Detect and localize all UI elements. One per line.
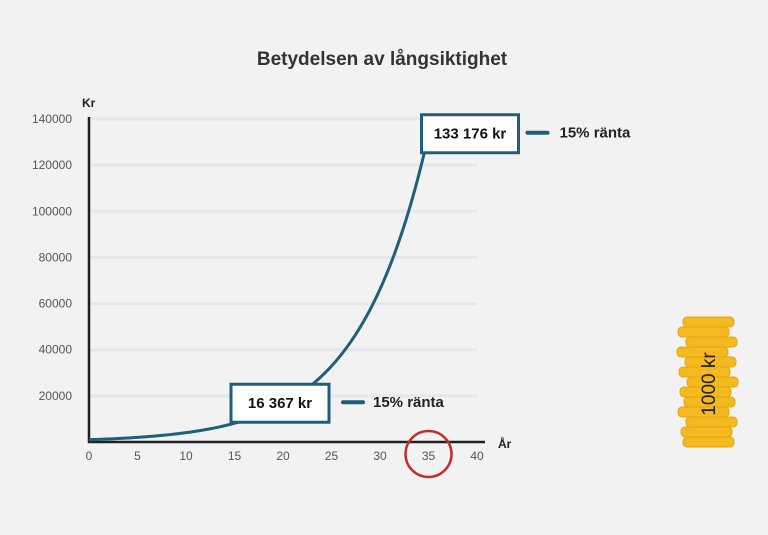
chart-title: Betydelsen av långsiktighet bbox=[257, 49, 508, 70]
coin bbox=[685, 416, 738, 428]
series-name-label: 15% ränta bbox=[560, 125, 632, 142]
callout-value: 16 367 kr bbox=[248, 395, 312, 412]
x-tick-label: 10 bbox=[179, 449, 193, 463]
coin bbox=[685, 336, 738, 348]
x-tick-label: 35 bbox=[422, 449, 436, 463]
y-axis-label: Kr bbox=[82, 96, 96, 110]
coin-stack: 1000 kr bbox=[676, 316, 739, 448]
y-tick-label: 80000 bbox=[39, 250, 73, 264]
coin bbox=[682, 436, 735, 448]
y-tick-label: 140000 bbox=[32, 112, 72, 126]
series-name-label: 15% ränta bbox=[373, 394, 445, 411]
coin bbox=[680, 426, 733, 438]
y-tick-label: 100000 bbox=[32, 204, 72, 218]
callout: 16 367 kr 15% ränta bbox=[229, 382, 445, 424]
x-tick-label: 0 bbox=[86, 449, 93, 463]
y-tick-label: 120000 bbox=[32, 158, 72, 172]
callout: 133 176 kr 15% ränta bbox=[420, 113, 632, 155]
coins bbox=[676, 316, 739, 448]
y-tick-label: 40000 bbox=[39, 343, 73, 357]
coin bbox=[682, 316, 735, 328]
annotations: 16 367 kr 15% ränta 133 176 kr 15% ränta bbox=[229, 113, 632, 424]
x-tick-label: 20 bbox=[276, 449, 290, 463]
callout-box bbox=[420, 113, 520, 155]
y-axis-ticks: 20000 40000 60000 80000 100000 120000 140000 bbox=[32, 112, 72, 403]
x-tick-label: 30 bbox=[373, 449, 387, 463]
grid bbox=[89, 117, 477, 398]
x-axis-ticks: 0 5 10 15 20 25 30 35 40 bbox=[86, 449, 484, 463]
callout-value: 133 176 kr bbox=[434, 126, 507, 143]
y-tick-label: 60000 bbox=[39, 297, 73, 311]
coin bbox=[677, 326, 730, 338]
highlight-circle bbox=[404, 429, 453, 479]
x-tick-label: 5 bbox=[134, 449, 141, 463]
coin-stack-label: 1000 kr bbox=[699, 352, 720, 416]
y-tick-label: 20000 bbox=[39, 389, 73, 403]
x-axis-label: År bbox=[498, 436, 512, 451]
x-tick-label: 25 bbox=[325, 449, 339, 463]
x-tick-label: 40 bbox=[470, 449, 484, 463]
callout-box bbox=[229, 382, 331, 424]
x-tick-label: 15 bbox=[228, 449, 242, 463]
